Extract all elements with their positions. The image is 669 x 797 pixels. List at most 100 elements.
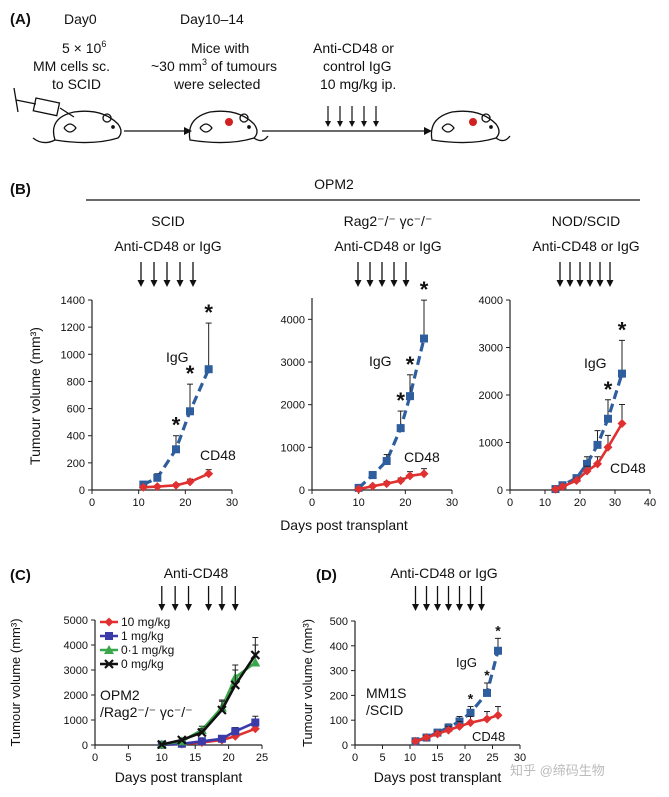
- x-tick-label: 30: [609, 497, 621, 509]
- x-tick-label: 0: [309, 497, 315, 509]
- data-point: [217, 705, 227, 715]
- panel-b-ylabel: Tumour volume (mm³): [27, 327, 43, 465]
- legend-marker: [104, 645, 114, 654]
- series-cd48: CD48: [354, 449, 440, 494]
- y-tick-label: 300: [330, 666, 348, 678]
- data-point: [455, 721, 464, 731]
- dose-arrowhead-a-1: [337, 121, 343, 127]
- data-point: [382, 479, 392, 489]
- panel-a-label: (A): [10, 11, 31, 28]
- data-point: [433, 729, 442, 739]
- panel-a: (A) Day0 Day10–14 5 × 106 MM cells sc. t…: [10, 11, 511, 144]
- significance-star: *: [468, 691, 474, 707]
- data-point: [422, 733, 431, 743]
- treatment-arrowhead: [576, 280, 584, 287]
- legend-label: 0 mg/kg: [121, 657, 164, 671]
- mice-line2: ~30 mm3 of tumours: [151, 57, 277, 74]
- treatment-arrowhead: [596, 280, 604, 287]
- mice-line1: Mice with: [191, 40, 249, 56]
- data-point: [177, 735, 187, 745]
- day0-label: Day0: [64, 11, 97, 27]
- y-tick-label: 0: [342, 740, 348, 752]
- data-point: [153, 473, 162, 482]
- y-tick-label: 2000: [479, 390, 503, 402]
- data-point: [138, 482, 148, 492]
- x-tick-label: 20: [459, 752, 471, 764]
- treatment-arrowhead: [566, 280, 574, 287]
- data-point: [197, 737, 206, 746]
- x-tick-label: 10: [539, 497, 551, 509]
- panel-b-xlabel: Days post transplant: [280, 517, 408, 533]
- series-0-mg-kg: [157, 637, 261, 750]
- x-tick-label: 10: [133, 497, 145, 509]
- treatment-arrowhead: [423, 604, 430, 611]
- x-tick-label: 10: [353, 497, 365, 509]
- y-tick-label: 0: [299, 485, 305, 497]
- timeline-arrowhead-1: [184, 127, 192, 135]
- day10-label: Day10–14: [180, 11, 244, 27]
- treatment-arrowhead: [456, 604, 463, 611]
- y-tick-label: 1000: [61, 349, 85, 361]
- y-tick-label: 400: [330, 641, 348, 653]
- series-label: CD48: [472, 729, 505, 744]
- x-tick-label: 0: [352, 752, 358, 764]
- data-point: [604, 414, 612, 423]
- y-tick-label: 4000: [281, 314, 305, 326]
- series-label: IgG: [166, 349, 189, 365]
- y-tick-label: 1000: [64, 715, 88, 727]
- legend-label: 0·1 mg/kg: [121, 643, 174, 657]
- data-point: [603, 442, 613, 452]
- y-tick-label: 0: [497, 485, 503, 497]
- data-point: [582, 466, 592, 476]
- data-point: [251, 718, 260, 727]
- y-tick-label: 200: [67, 458, 85, 470]
- data-point: [368, 471, 377, 480]
- annotation-line2: /SCID: [366, 702, 403, 718]
- data-point: [250, 657, 261, 667]
- significance-star: *: [484, 667, 490, 683]
- series-label: IgG: [456, 655, 477, 670]
- data-point: [444, 725, 453, 735]
- treatment-arrowhead: [185, 604, 193, 611]
- treatment-arrowhead: [445, 604, 452, 611]
- data-point: [152, 482, 162, 492]
- y-tick-label: 400: [67, 431, 85, 443]
- treatment-arrowhead: [378, 280, 386, 287]
- series-label: IgG: [369, 353, 392, 369]
- treatment-arrowhead: [150, 280, 158, 287]
- data-point: [157, 739, 167, 750]
- significance-star: *: [396, 388, 405, 413]
- significance-star: *: [495, 622, 501, 638]
- series-label: IgG: [584, 355, 607, 371]
- y-tick-label: 3000: [64, 665, 88, 677]
- syringe-icon: [13, 87, 75, 118]
- treatment-arrowhead: [467, 604, 474, 611]
- y-tick-label: 1000: [281, 442, 305, 454]
- x-tick-label: 0: [92, 752, 98, 764]
- y-tick-label: 2000: [281, 400, 305, 412]
- y-tick-label: 600: [67, 404, 85, 416]
- mouse-icon-3: [430, 110, 511, 144]
- dose-arrowhead-a-4: [373, 121, 379, 127]
- data-point: [420, 334, 428, 343]
- significance-star: *: [186, 361, 195, 386]
- data-point: [197, 727, 207, 738]
- series-label: CD48: [200, 447, 236, 463]
- treat-line1: Anti-CD48 or: [313, 40, 394, 56]
- annotation-line1: MM1S: [366, 685, 406, 701]
- data-point: [354, 484, 364, 494]
- treatment-arrowhead: [158, 604, 166, 611]
- chart-title: SCID: [151, 213, 184, 229]
- treatment-label: Anti-CD48 or IgG: [114, 238, 221, 254]
- data-point: [411, 736, 420, 746]
- x-tick-label: 15: [431, 752, 443, 764]
- treatment-arrowhead: [478, 604, 485, 611]
- annotation-line2: /Rag2⁻/⁻ γc⁻/⁻: [100, 704, 193, 720]
- x-tick-label: 40: [644, 497, 656, 509]
- chart-title: Rag2⁻/⁻ γc⁻/⁻: [344, 213, 433, 229]
- y-axis-label: Tumour volume (mm³): [300, 619, 315, 747]
- timeline-arrowhead-2: [424, 127, 432, 135]
- y-tick-label: 200: [330, 690, 348, 702]
- dose-arrowhead-a-2: [349, 121, 355, 127]
- chart-scid: 0 10 20 30 0 200 400 600 800 1000 1200 1400 SCID Anti…: [61, 213, 239, 509]
